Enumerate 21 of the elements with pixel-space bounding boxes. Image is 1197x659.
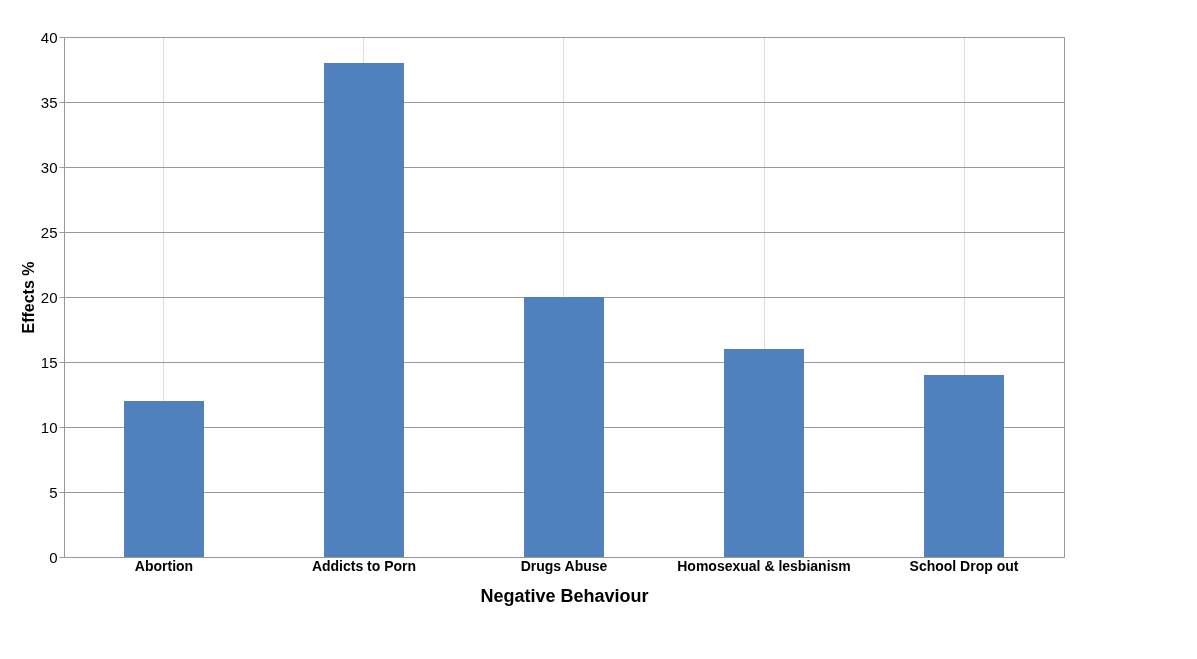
x-tick-label: School Drop out <box>909 557 1019 574</box>
y-tick-label: 40 <box>40 28 58 46</box>
bar <box>924 375 1004 557</box>
x-tick-label: Homosexual & lesbianism <box>677 557 851 574</box>
x-tick-label: Drugs Abuse <box>520 557 608 574</box>
y-tick-label: 15 <box>40 353 58 371</box>
y-tick-label: 0 <box>49 548 58 566</box>
bar <box>724 349 804 557</box>
y-tick-label: 20 <box>40 288 58 306</box>
bar <box>324 63 404 557</box>
x-axis-title: Negative Behaviour <box>480 585 649 606</box>
y-tick-label: 10 <box>40 418 58 436</box>
bar <box>124 401 204 557</box>
y-tick-label: 25 <box>40 223 58 241</box>
bar <box>524 297 604 557</box>
x-tick-label: Addicts to Porn <box>311 557 417 574</box>
x-tick-label: Abortion <box>134 557 194 574</box>
y-axis-title: Effects % <box>19 261 37 334</box>
y-tick-label: 35 <box>40 93 58 111</box>
y-tick-label: 5 <box>49 483 58 501</box>
y-tick-label: 30 <box>40 158 58 176</box>
